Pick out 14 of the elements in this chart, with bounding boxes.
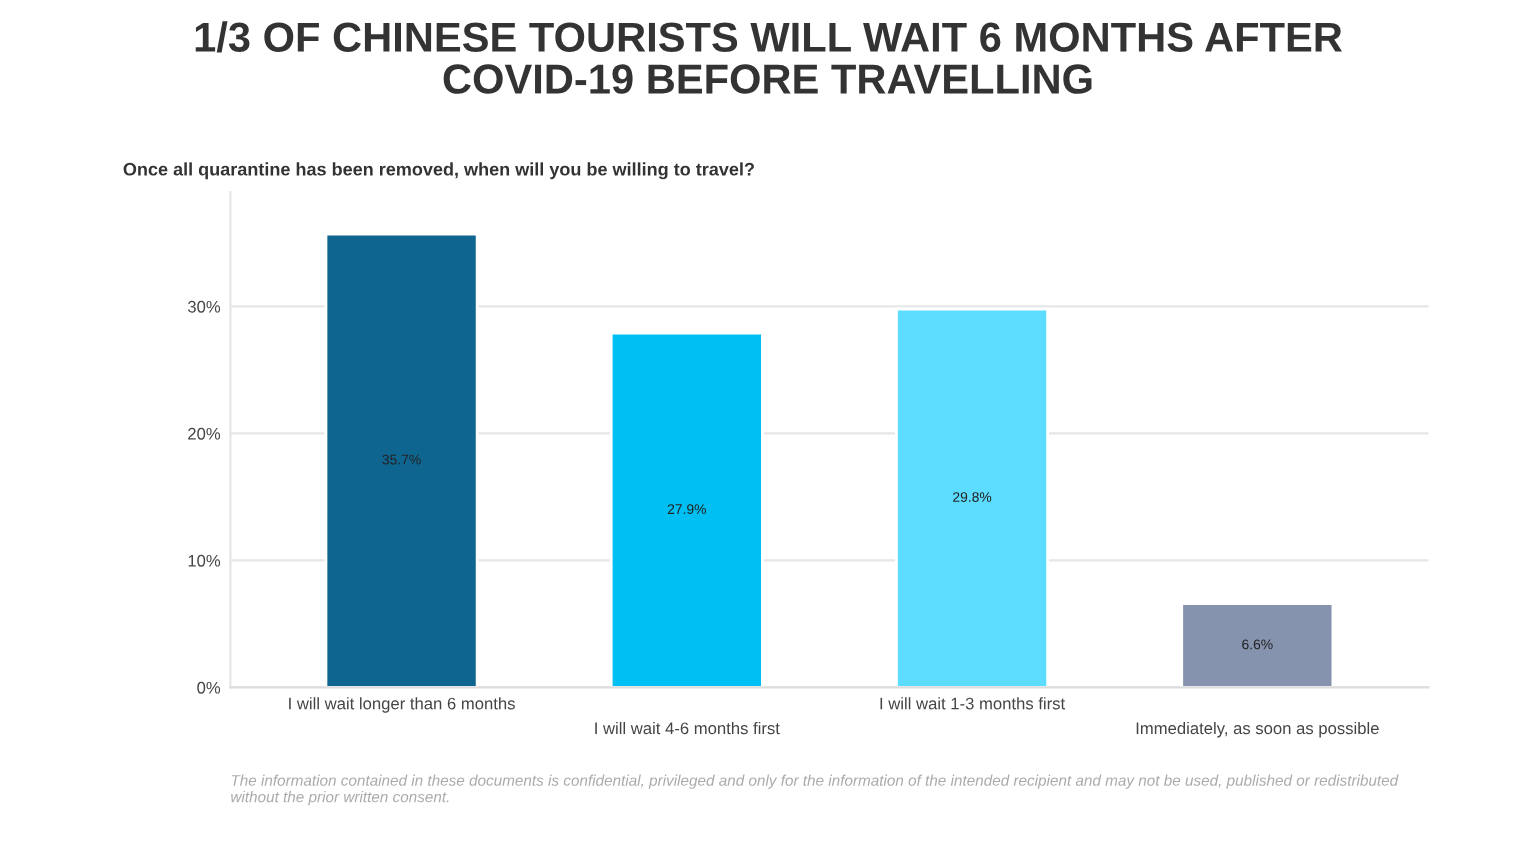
- bar: [1180, 602, 1335, 688]
- y-tick-label: 10%: [188, 554, 221, 567]
- chart-title: 1/3 OF CHINESE TOURISTS WILL WAIT 6 MONTHS AFTER COVID-19 BEFORE TRAVELLING: [195, 21, 1343, 94]
- x-tick-label: I will wait 1-3 months first: [880, 697, 1066, 710]
- x-tick-label: I will wait 4-6 months first: [595, 721, 780, 735]
- y-tick-label: 20%: [188, 427, 221, 440]
- chart-subtitle: Once all quarantine has been removed, when will you be willing to travel?: [123, 162, 754, 180]
- bar: [609, 331, 764, 688]
- bar: [324, 232, 479, 688]
- y-tick-label: 0%: [197, 681, 221, 694]
- bar: [895, 307, 1050, 688]
- y-tick-label: 30%: [187, 300, 221, 313]
- x-tick-label: Immediately, as soon as possible: [1136, 721, 1379, 738]
- x-tick-label: I will wait longer than 6 months: [289, 697, 515, 713]
